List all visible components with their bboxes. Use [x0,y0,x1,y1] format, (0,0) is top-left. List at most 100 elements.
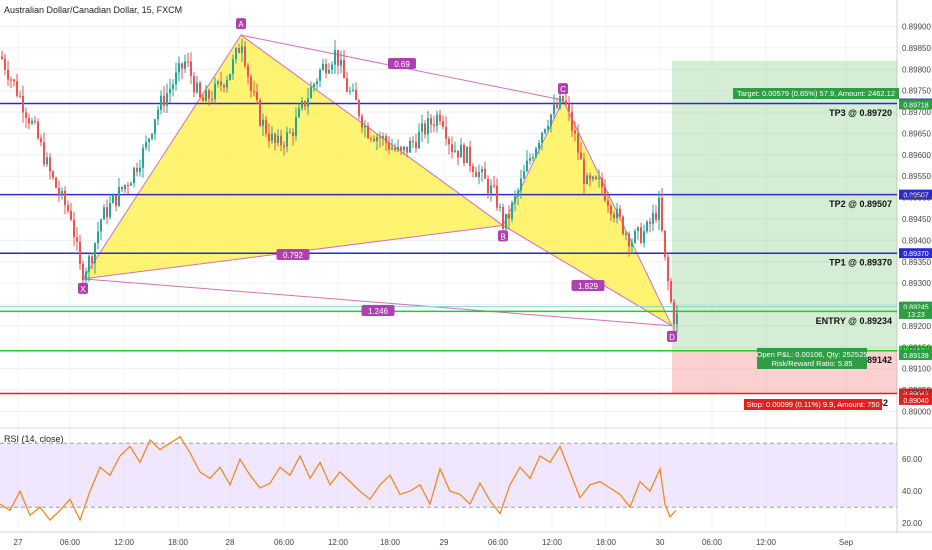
ratio-label: 1.829 [578,282,599,291]
candle-body [130,183,132,186]
candle-body [355,89,357,101]
candle-body [601,178,603,188]
candle-body [409,140,411,153]
candle-body [121,186,123,190]
price-tag-text: 13:23 [907,312,925,319]
candle-body [436,114,438,126]
candle-body [406,146,408,153]
point-badge-a [236,18,246,30]
candle-body [628,233,630,247]
candle-body [520,178,522,191]
candle-body [451,144,453,152]
candle-body [286,132,288,147]
candle-body [175,72,177,85]
candle-body [148,138,150,143]
candle-body [487,178,489,194]
time-tick-label: 30 [656,538,665,547]
candle-body [244,46,246,66]
candle-body [82,263,84,281]
candle-body [214,83,216,100]
ratio-badge [276,249,310,260]
point-label-d: D [669,333,675,342]
candle-body [541,132,543,144]
price-tag-text: 0.89245 [903,305,928,312]
candle-body [676,313,678,325]
candle-body [340,59,342,66]
candle-body [193,76,195,93]
candle-body [187,61,189,63]
candle-body [388,142,390,150]
candle-body [514,196,516,203]
open-pnl-text: Open P&L: 0.00106, Qty: 252525 [757,350,868,359]
profit-zone [672,60,897,351]
candle-body [352,89,354,91]
candle-body [445,126,447,139]
candle-body [376,137,378,142]
rsi-title: RSI (14, close) [4,434,64,444]
candle-body [334,50,336,65]
price-tag-tp2 [899,189,932,200]
price-tag-text: 0.89507 [903,193,928,200]
candle-body [634,230,636,243]
candle-body [613,214,615,219]
candle-body [127,185,129,187]
candle-body [34,121,36,123]
chart-title: Australian Dollar/Canadian Dollar, 15, F… [4,5,182,15]
candle-body [211,98,213,100]
price-tick-label: 0.89650 [902,129,931,138]
price-tag-text: 0.89718 [903,102,928,109]
candle-body [73,219,75,238]
candle-body [259,100,261,126]
candle-body [295,117,297,136]
time-tick-label: 06:00 [60,538,81,547]
candle-body [577,133,579,153]
candle-body [313,84,315,88]
level-label-tp1: TP1 @ 0.89370 [829,258,892,268]
candle-body [466,146,468,163]
candle-body [373,138,375,142]
candle-body [100,219,102,232]
candle-body [181,63,183,69]
candle-body [232,59,234,75]
candle-body [196,82,198,93]
candle-body [40,138,42,143]
candle-body [544,129,546,133]
candle-body [448,138,450,145]
candle-body [247,65,249,77]
price-tick-label: 0.89350 [902,258,931,267]
candle-body [157,109,159,120]
candle-body [655,212,657,220]
candle-body [670,281,672,303]
candle-body [391,147,393,150]
candle-body [316,80,318,85]
point-badge-d [667,330,677,342]
candle-body [622,216,624,234]
candle-body [664,230,666,257]
candle-body [610,205,612,215]
level-label-entry: ENTRY @ 0.89234 [816,316,892,326]
candle-body [235,48,237,60]
candle-body [397,146,399,150]
candle-body [559,96,561,108]
candle-body [283,145,285,147]
target-text: Target: 0.00579 (0.65%) 57.9, Amount: 24… [737,89,895,98]
candle-body [400,146,402,151]
candle-body [415,142,417,149]
candle-body [46,157,48,165]
candle-body [637,227,639,231]
candle-body [319,69,321,81]
point-badge-x [78,282,88,294]
price-tag [899,99,932,110]
ratio-badge [571,280,605,291]
candle-body [160,95,162,110]
candle-body [496,185,498,208]
candle-body [331,64,333,70]
price-axis[interactable]: 0.897200.895070.893700.892340.891420.890… [899,23,932,417]
time-axis[interactable]: 27 06:00 12:00 18:00 28 06:00 12:00 18:00 29 06:0… [0,531,932,547]
price-tick-label: 0.89500 [902,194,931,203]
candle-body [22,95,24,113]
time-tick-label: 18:00 [596,538,617,547]
candle-body [250,76,252,91]
pattern-point-labels: X A B C D [78,18,677,342]
candle-body [631,242,633,247]
